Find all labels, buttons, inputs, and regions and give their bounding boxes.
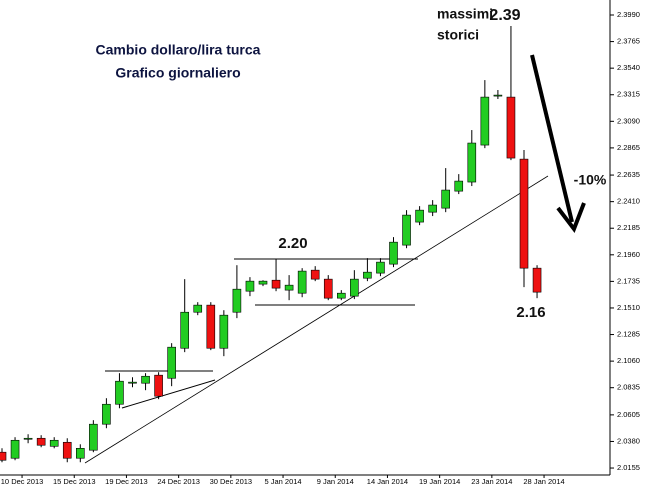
candle-body [141,375,150,384]
y-tick-label: 2.2635 [617,170,640,179]
y-tick-label: 2.1960 [617,250,640,259]
candle-body [467,142,477,183]
candle-body [76,448,85,459]
y-tick-label: 2.0835 [617,383,640,392]
candle-body [115,380,124,405]
candle-body [389,241,398,265]
y-tick-label: 2.0380 [617,436,640,445]
candle-body [310,269,320,280]
x-tick-label: 30 Dec 2013 [210,477,253,486]
x-tick-label: 28 Jan 2014 [523,477,564,486]
arrow [530,54,574,223]
y-tick-label: 2.2185 [617,223,640,232]
candle-body [102,403,111,425]
candle-body [23,437,33,440]
y-tick-label: 2.3540 [617,63,640,72]
trend-line [84,175,549,464]
candle-body [493,94,503,97]
candle-body [297,270,307,294]
y-tick-label: 2.0605 [617,410,640,419]
arrow-head [556,202,586,234]
candle-body [519,158,529,269]
candle-body [428,204,437,213]
annotation: 2.20 [278,235,307,252]
y-tick-label: 2.2410 [617,197,640,206]
x-tick-label: 24 Dec 2013 [157,477,200,486]
annotation: -10% [574,172,607,188]
candle-body [193,304,203,313]
candle-body [506,96,516,159]
chart-subtitle: Grafico giornaliero [115,65,240,81]
x-tick-label: 14 Jan 2014 [367,477,408,486]
candle-body [336,292,346,299]
candle-body [271,279,281,289]
annotation: storici [437,27,479,43]
y-tick-label: 2.2865 [617,143,640,152]
candle-body [454,180,464,192]
annotation: massimi [437,6,493,22]
y-tick-label: 2.1060 [617,356,640,365]
y-tick-label: 2.0155 [617,463,640,472]
annotation: 2.16 [516,304,545,321]
candle-body [219,314,229,349]
candle-body [480,96,490,146]
chart-title: Cambio dollaro/lira turca [96,42,261,58]
candle-body [180,311,189,349]
y-tick-label: 2.3990 [617,10,640,19]
trend-line [121,379,216,409]
candle-body [49,439,59,447]
candle-body [402,214,411,246]
candle-body [154,374,163,397]
x-tick-label: 10 Dec 2013 [1,477,44,486]
y-tick-label: 2.3090 [617,116,640,125]
x-tick-label: 19 Dec 2013 [105,477,148,486]
candle-body [363,271,372,279]
candle-body [0,451,7,461]
candle-body [441,189,451,209]
candle-body [10,439,20,459]
candle-body [532,267,542,293]
candle-body [89,423,98,451]
candle-body [206,304,216,349]
candle-body [258,280,268,285]
y-tick-label: 2.1285 [617,330,640,339]
y-tick-label: 2.3765 [617,37,640,46]
candle-body [167,346,176,379]
x-tick-label: 19 Jan 2014 [419,477,460,486]
candle-body [232,288,242,313]
candle-body [284,284,294,291]
x-tick-label: 5 Jan 2014 [264,477,301,486]
y-tick-label: 2.3315 [617,90,640,99]
candle-body [323,278,333,299]
candle-body [415,209,424,223]
candle-body [36,437,46,446]
candle-body [245,280,255,292]
annotation: 2.39 [489,7,520,24]
candle-body [376,261,385,274]
y-tick-label: 2.1735 [617,276,640,285]
x-tick-label: 15 Dec 2013 [53,477,96,486]
candle-body [350,278,359,297]
x-tick-label: 9 Jan 2014 [317,477,354,486]
candle-body [128,381,137,384]
y-tick-label: 2.1510 [617,303,640,312]
candle-body [62,441,72,459]
x-tick-label: 23 Jan 2014 [471,477,512,486]
